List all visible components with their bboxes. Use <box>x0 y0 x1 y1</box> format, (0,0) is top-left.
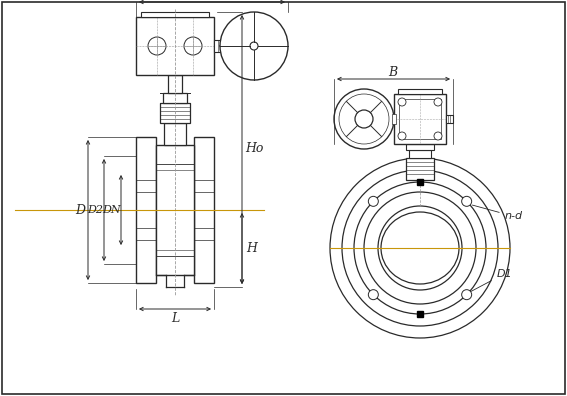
Bar <box>406 144 434 150</box>
Circle shape <box>330 158 510 338</box>
Bar <box>446 115 453 123</box>
Text: D1: D1 <box>471 268 513 291</box>
Bar <box>168 75 182 93</box>
Bar <box>136 17 214 75</box>
Bar <box>141 12 209 17</box>
Text: H: H <box>247 242 257 255</box>
Circle shape <box>462 289 472 300</box>
Circle shape <box>148 37 166 55</box>
Bar <box>409 150 431 158</box>
Circle shape <box>250 42 258 50</box>
Circle shape <box>434 98 442 106</box>
Bar <box>406 158 434 180</box>
Bar <box>394 94 446 144</box>
Bar <box>136 137 156 283</box>
Circle shape <box>398 98 406 106</box>
Circle shape <box>355 110 373 128</box>
Text: D: D <box>75 204 85 217</box>
Circle shape <box>398 132 406 140</box>
Circle shape <box>369 196 378 206</box>
Bar <box>164 123 186 145</box>
Ellipse shape <box>381 212 459 284</box>
Bar <box>399 99 441 139</box>
Text: L: L <box>171 312 179 326</box>
Circle shape <box>378 206 462 290</box>
Text: A: A <box>208 0 217 2</box>
Bar <box>417 311 423 317</box>
Circle shape <box>354 182 486 314</box>
Text: B: B <box>388 65 397 78</box>
Text: D2: D2 <box>87 205 103 215</box>
Circle shape <box>220 12 288 80</box>
Circle shape <box>334 89 394 149</box>
Text: Ho: Ho <box>245 143 263 156</box>
Bar <box>417 179 423 185</box>
Bar <box>398 89 442 94</box>
Bar <box>156 145 194 275</box>
Circle shape <box>339 94 389 144</box>
Bar <box>214 40 230 52</box>
Circle shape <box>369 289 378 300</box>
Text: n-d: n-d <box>472 205 523 221</box>
Bar <box>160 103 190 123</box>
Text: DN: DN <box>101 205 120 215</box>
Circle shape <box>342 170 498 326</box>
Circle shape <box>462 196 472 206</box>
Bar <box>194 137 214 283</box>
Circle shape <box>184 37 202 55</box>
Bar <box>392 114 396 124</box>
Bar <box>163 93 187 103</box>
Circle shape <box>434 132 442 140</box>
Circle shape <box>364 192 476 304</box>
